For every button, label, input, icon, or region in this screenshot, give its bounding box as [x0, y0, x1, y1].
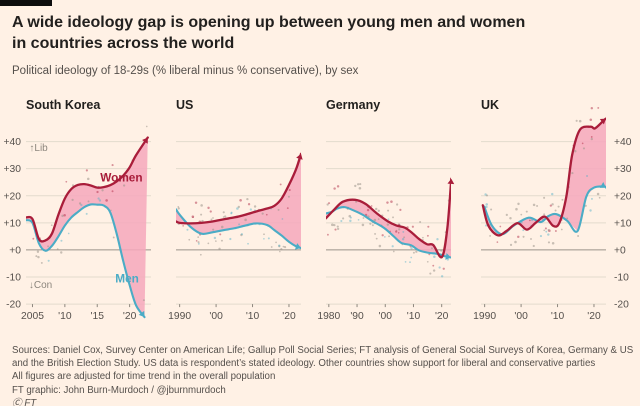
svg-text:South Korea: South Korea [26, 98, 101, 112]
svg-text:'00: '00 [379, 311, 393, 322]
svg-text:'10: '10 [551, 311, 565, 322]
svg-text:-20: -20 [614, 300, 629, 311]
svg-text:'00: '00 [514, 311, 528, 322]
svg-text:1990: 1990 [473, 311, 496, 322]
svg-text:-20: -20 [6, 300, 21, 311]
svg-text:'10: '10 [246, 311, 260, 322]
svg-text:'20: '20 [123, 311, 137, 322]
svg-text:UK: UK [481, 98, 499, 112]
svg-text:US: US [176, 98, 193, 112]
svg-text:'15: '15 [91, 311, 105, 322]
svg-text:-10: -10 [6, 273, 21, 284]
svg-text:Women: Women [100, 170, 142, 184]
svg-text:1990: 1990 [168, 311, 191, 322]
svg-text:↑Lib: ↑Lib [29, 143, 48, 154]
svg-text:+20: +20 [4, 191, 22, 202]
svg-text:Men: Men [115, 272, 139, 286]
svg-text:↓Con: ↓Con [29, 280, 52, 291]
svg-text:+40: +40 [614, 137, 632, 148]
svg-text:'20: '20 [587, 311, 601, 322]
svg-text:-10: -10 [614, 273, 629, 284]
svg-text:1980: 1980 [317, 311, 340, 322]
svg-text:+40: +40 [4, 137, 22, 148]
svg-text:'90: '90 [350, 311, 364, 322]
svg-text:'00: '00 [209, 311, 223, 322]
svg-text:'20: '20 [435, 311, 449, 322]
svg-text:'10: '10 [407, 311, 421, 322]
svg-text:+0: +0 [9, 245, 21, 256]
svg-text:+0: +0 [614, 245, 626, 256]
svg-text:Germany: Germany [326, 98, 380, 112]
svg-text:+30: +30 [4, 164, 22, 175]
svg-text:'20: '20 [282, 311, 296, 322]
svg-text:+30: +30 [614, 164, 632, 175]
svg-text:2005: 2005 [21, 311, 44, 322]
svg-text:+10: +10 [4, 218, 22, 229]
svg-text:+20: +20 [614, 191, 632, 202]
svg-text:'10: '10 [58, 311, 72, 322]
svg-text:+10: +10 [614, 218, 632, 229]
